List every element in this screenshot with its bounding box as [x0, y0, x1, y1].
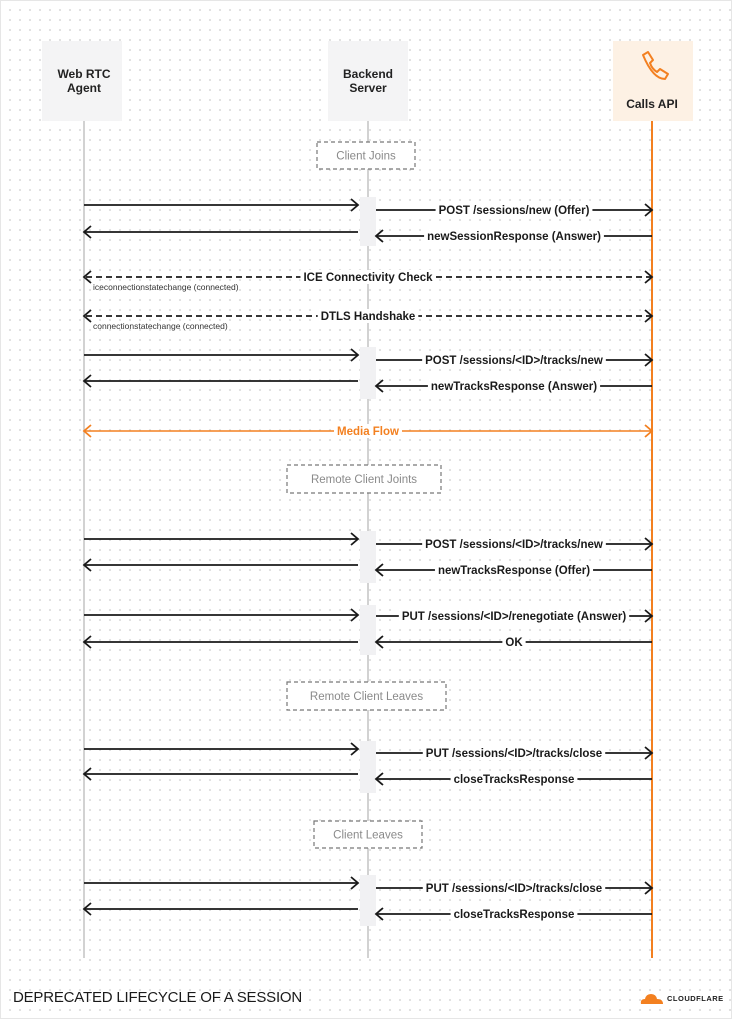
- label-background: [422, 881, 606, 895]
- message-label: Media Flow: [337, 426, 399, 438]
- arrowhead-icon: [82, 374, 92, 388]
- arrowhead-icon: [82, 424, 92, 438]
- backend-server-label: Backend Server: [343, 67, 393, 95]
- label-background: [334, 424, 402, 438]
- message-label: newTracksResponse (Answer): [431, 381, 597, 393]
- group-box: [286, 681, 447, 711]
- state-note: connectionstatechange (connected): [93, 321, 228, 331]
- group-box: [316, 141, 416, 170]
- arrowhead-icon: [374, 563, 384, 577]
- actor-box: [328, 41, 408, 121]
- label-background: [450, 772, 578, 786]
- activation-bar: [360, 605, 376, 655]
- arrowhead-icon: [374, 907, 384, 921]
- message-label: PUT /sessions/<ID>/tracks/close: [426, 883, 602, 895]
- brand-name: CLOUDFLARE: [667, 993, 724, 1003]
- arrowhead-icon: [82, 902, 92, 916]
- arrowhead-icon: [644, 424, 654, 438]
- label-background: [434, 563, 594, 577]
- message-label: closeTracksResponse: [454, 774, 575, 786]
- activation-bar: [360, 741, 376, 793]
- label-background: [502, 635, 526, 649]
- message-label: POST /sessions/<ID>/tracks/new: [425, 355, 603, 367]
- cloud-icon: [640, 994, 663, 1004]
- message-label: OK: [505, 637, 523, 649]
- group-label: Client Joins: [336, 151, 396, 163]
- message-label: DTLS Handshake: [321, 311, 416, 323]
- message-label: newSessionResponse (Answer): [427, 231, 601, 243]
- message-label: PUT /sessions/<ID>/tracks/close: [426, 748, 602, 760]
- arrowhead-icon: [82, 270, 92, 284]
- arrowhead-icon: [644, 881, 654, 895]
- actor-box: [613, 41, 693, 121]
- calls-api-label: Calls API: [626, 97, 678, 111]
- arrowhead-icon: [644, 270, 654, 284]
- arrowhead-icon: [350, 198, 360, 212]
- arrowhead-icon: [82, 309, 92, 323]
- arrowhead-icon: [82, 635, 92, 649]
- group-box: [286, 464, 442, 494]
- label-background: [422, 746, 606, 760]
- diagram-canvas: Web RTC Agent Backend Server Calls API Client…: [42, 41, 693, 958]
- arrowhead-icon: [350, 742, 360, 756]
- activation-bar: [360, 875, 376, 926]
- arrowhead-icon: [82, 225, 92, 239]
- group-box: [313, 820, 423, 849]
- cloudflare-logo: CLOUDFLARE: [639, 991, 724, 1005]
- arrowhead-icon: [350, 876, 360, 890]
- message-label: ICE Connectivity Check: [303, 272, 433, 284]
- phone-icon: [642, 51, 669, 80]
- arrowhead-icon: [374, 379, 384, 393]
- arrowhead-icon: [374, 635, 384, 649]
- arrowhead-icon: [644, 537, 654, 551]
- web-rtc-agent-label: Web RTC Agent: [57, 67, 110, 95]
- label-background: [450, 907, 578, 921]
- label-background: [422, 353, 606, 367]
- arrowhead-icon: [644, 203, 654, 217]
- message-label: newTracksResponse (Offer): [438, 565, 590, 577]
- label-background: [427, 379, 601, 393]
- label-background: [424, 229, 604, 243]
- arrowhead-icon: [644, 609, 654, 623]
- activation-bar: [360, 197, 376, 246]
- arrowhead-icon: [374, 772, 384, 786]
- group-label: Client Leaves: [333, 830, 403, 842]
- label-background: [300, 270, 436, 284]
- arrowhead-icon: [82, 767, 92, 781]
- label-background: [422, 537, 606, 551]
- message-label: POST /sessions/new (Offer): [439, 205, 590, 217]
- label-background: [435, 203, 593, 217]
- arrowhead-icon: [350, 348, 360, 362]
- group-label: Remote Client Joints: [311, 474, 417, 486]
- actor-box: [42, 41, 122, 121]
- message-label: POST /sessions/<ID>/tracks/new: [425, 539, 603, 551]
- arrowhead-icon: [82, 558, 92, 572]
- arrowhead-icon: [374, 229, 384, 243]
- diagram-title: DEPRECATED LIFECYCLE OF A SESSION: [13, 989, 303, 1006]
- label-background: [398, 609, 630, 623]
- activation-bar: [360, 347, 376, 399]
- activation-bar: [360, 531, 376, 583]
- arrowhead-icon: [644, 746, 654, 760]
- message-label: PUT /sessions/<ID>/renegotiate (Answer): [402, 611, 626, 623]
- state-note: iceconnectionstatechange (connected): [93, 282, 239, 292]
- message-label: closeTracksResponse: [454, 909, 575, 921]
- label-background: [317, 309, 419, 323]
- group-label: Remote Client Leaves: [310, 691, 423, 703]
- arrowhead-icon: [350, 532, 360, 546]
- arrowhead-icon: [644, 309, 654, 323]
- arrowhead-icon: [350, 608, 360, 622]
- arrowhead-icon: [644, 353, 654, 367]
